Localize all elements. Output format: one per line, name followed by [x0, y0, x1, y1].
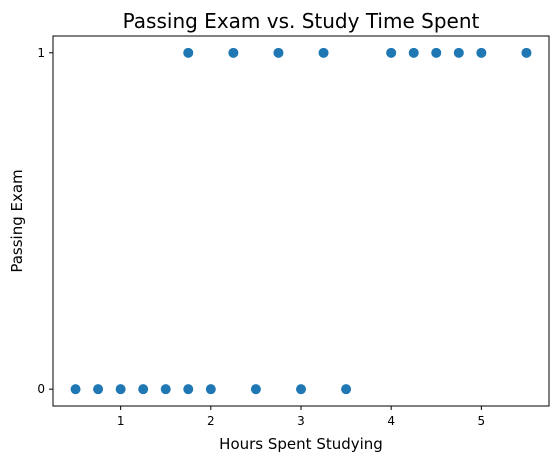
- data-point: [521, 47, 532, 58]
- data-point: [160, 384, 171, 395]
- x-tick-label: 5: [478, 414, 486, 428]
- data-point: [273, 47, 284, 58]
- data-point: [453, 47, 464, 58]
- x-axis-label: Hours Spent Studying: [219, 435, 383, 453]
- data-point: [183, 47, 194, 58]
- x-tick-label: 4: [387, 414, 395, 428]
- data-point: [341, 384, 352, 395]
- data-point: [115, 384, 126, 395]
- x-axis: 1 2 3 4 5: [117, 406, 485, 428]
- x-tick-label: 3: [297, 414, 305, 428]
- data-point: [70, 384, 81, 395]
- data-point: [431, 47, 442, 58]
- data-point: [318, 47, 329, 58]
- data-point: [93, 384, 104, 395]
- y-tick-label: 0: [37, 382, 45, 396]
- data-point: [296, 384, 306, 395]
- x-tick-label: 1: [117, 414, 125, 428]
- y-axis: 01: [37, 46, 53, 396]
- plot-area: [70, 47, 532, 395]
- data-point: [183, 384, 194, 395]
- data-point: [205, 384, 216, 395]
- plot-frame: [52, 35, 550, 407]
- data-point: [228, 47, 239, 58]
- x-tick-label: 2: [207, 414, 215, 428]
- data-point: [138, 384, 149, 395]
- data-point: [250, 384, 261, 395]
- data-point: [386, 47, 397, 58]
- data-point: [476, 47, 487, 58]
- data-point: [408, 47, 419, 58]
- y-tick-label: 1: [37, 46, 45, 60]
- y-axis-label: Passing Exam: [8, 169, 26, 272]
- chart-title: Passing Exam vs. Study Time Spent: [123, 9, 480, 33]
